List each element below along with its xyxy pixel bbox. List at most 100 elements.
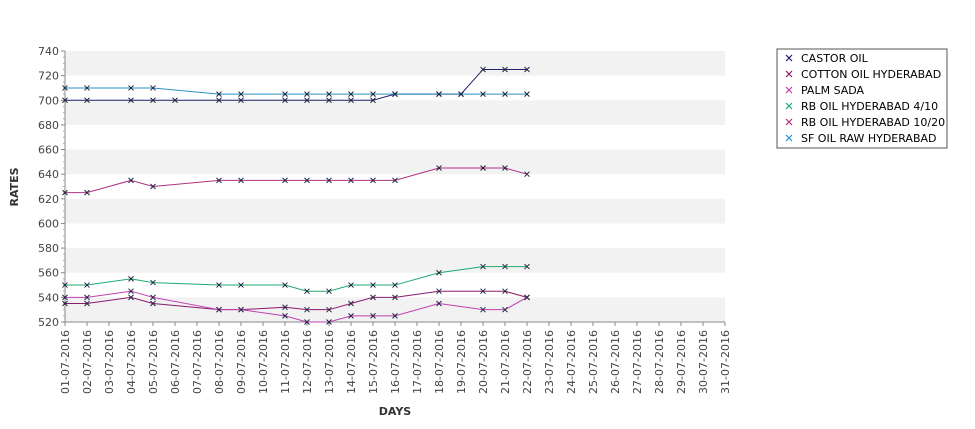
data-point-marker <box>436 288 442 295</box>
data-point-marker <box>480 306 486 313</box>
y-axis-title: RATES <box>8 167 21 206</box>
data-point-marker <box>370 91 376 97</box>
data-point-marker <box>216 97 222 104</box>
x-tick-label: 22-07-2016 <box>521 330 534 394</box>
y-tick-label: 740 <box>38 45 59 58</box>
data-point-marker <box>216 282 222 288</box>
x-tick-label: 29-07-2016 <box>675 330 688 394</box>
data-point-marker <box>304 97 310 104</box>
data-point-marker <box>216 91 222 97</box>
data-point-marker <box>62 85 68 91</box>
data-point-marker <box>524 263 530 270</box>
x-tick-label: 08-07-2016 <box>213 330 226 394</box>
data-point-marker <box>524 171 530 178</box>
data-point-marker <box>216 177 222 184</box>
grid-band <box>65 51 725 76</box>
data-point-marker <box>326 319 332 325</box>
data-point-marker <box>480 165 486 171</box>
legend-label: PALM SADA <box>801 84 865 97</box>
y-tick-label: 540 <box>38 291 59 304</box>
y-tick-label: 720 <box>38 70 59 83</box>
data-point-marker <box>348 312 354 319</box>
x-tick-label: 19-07-2016 <box>455 330 468 394</box>
grid-band <box>65 297 725 322</box>
y-tick-label: 520 <box>38 316 59 329</box>
data-point-marker <box>216 306 222 313</box>
data-point-marker <box>150 294 156 301</box>
x-tick-label: 07-07-2016 <box>191 330 204 394</box>
data-point-marker <box>84 189 90 196</box>
x-tick-label: 31-07-2016 <box>719 330 732 394</box>
data-point-marker <box>62 97 68 104</box>
data-point-marker <box>304 306 310 313</box>
data-point-marker <box>282 304 288 311</box>
series-line <box>65 87 527 95</box>
x-tick-label: 09-07-2016 <box>235 330 248 394</box>
data-point-marker <box>370 294 376 301</box>
legend-label: COTTON OIL HYDERABAD <box>801 68 941 81</box>
data-point-marker <box>524 294 530 301</box>
data-point-marker <box>150 300 156 307</box>
series-line <box>65 266 527 292</box>
data-point-marker <box>84 85 90 91</box>
x-tick-label: 21-07-2016 <box>499 330 512 394</box>
y-tick-label: 700 <box>38 94 59 107</box>
data-point-marker <box>326 97 332 104</box>
data-point-marker <box>326 91 332 97</box>
data-point-marker <box>172 97 178 104</box>
legend: CASTOR OIL COTTON OIL HYDERABAD PALM SADA R… <box>776 48 948 149</box>
x-tick-label: 17-07-2016 <box>411 330 424 394</box>
data-point-marker <box>238 306 244 313</box>
series-line <box>65 68 527 101</box>
legend-label: SF OIL RAW HYDERABAD <box>801 132 937 145</box>
data-point-marker <box>348 177 354 184</box>
x-tick-label: 05-07-2016 <box>147 330 160 394</box>
data-point-marker <box>348 97 354 104</box>
x-tick-label: 13-07-2016 <box>323 330 336 394</box>
data-point-marker <box>436 91 442 97</box>
x-tick-label: 15-07-2016 <box>367 330 380 394</box>
grid-bands <box>65 51 725 322</box>
data-point-marker <box>436 300 442 307</box>
x-tick-label: 25-07-2016 <box>587 330 600 394</box>
y-tick-label: 640 <box>38 168 59 181</box>
data-point-marker <box>238 177 244 184</box>
data-point-marker <box>62 282 68 288</box>
data-point-marker <box>62 294 68 301</box>
data-point-marker <box>392 177 398 184</box>
x-tick-label: 14-07-2016 <box>345 330 358 394</box>
y-tick-label: 620 <box>38 193 59 206</box>
data-point-marker <box>436 269 442 276</box>
data-point-marker <box>282 91 288 97</box>
data-point-marker <box>480 91 486 97</box>
data-point-marker <box>238 91 244 97</box>
series-group <box>62 66 530 325</box>
legend-label: RB OIL HYDERABAD 10/20 <box>801 116 945 129</box>
grid-band <box>65 198 725 224</box>
data-point-marker <box>304 319 310 325</box>
data-point-marker <box>128 288 134 295</box>
data-point-marker <box>348 300 354 307</box>
y-tick-label: 560 <box>38 267 59 280</box>
x-axis-title: DAYS <box>379 405 412 418</box>
x-tick-label: 20-07-2016 <box>477 330 490 394</box>
data-point-marker <box>304 177 310 184</box>
x-tick-label: 16-07-2016 <box>389 330 402 394</box>
data-point-marker <box>128 294 134 301</box>
y-axis: 520 540 560 580 600 620 640 660 680 700 720 740 <box>38 45 66 329</box>
data-point-marker <box>326 288 332 295</box>
x-tick-label: 04-07-2016 <box>125 330 138 394</box>
data-point-marker <box>392 91 398 97</box>
data-point-marker <box>348 282 354 288</box>
x-tick-label: 28-07-2016 <box>653 330 666 394</box>
legend-marker <box>785 86 793 94</box>
data-point-marker <box>502 66 508 73</box>
legend-label: CASTOR OIL <box>801 52 869 65</box>
x-axis: 01-07-2016 02-07-2016 03-07-2016 04-07-2016… <box>59 321 732 394</box>
data-point-marker <box>304 288 310 295</box>
data-point-marker <box>502 91 508 97</box>
data-point-marker <box>458 91 464 97</box>
data-point-marker <box>480 66 486 73</box>
x-tick-label: 01-07-2016 <box>59 330 72 394</box>
